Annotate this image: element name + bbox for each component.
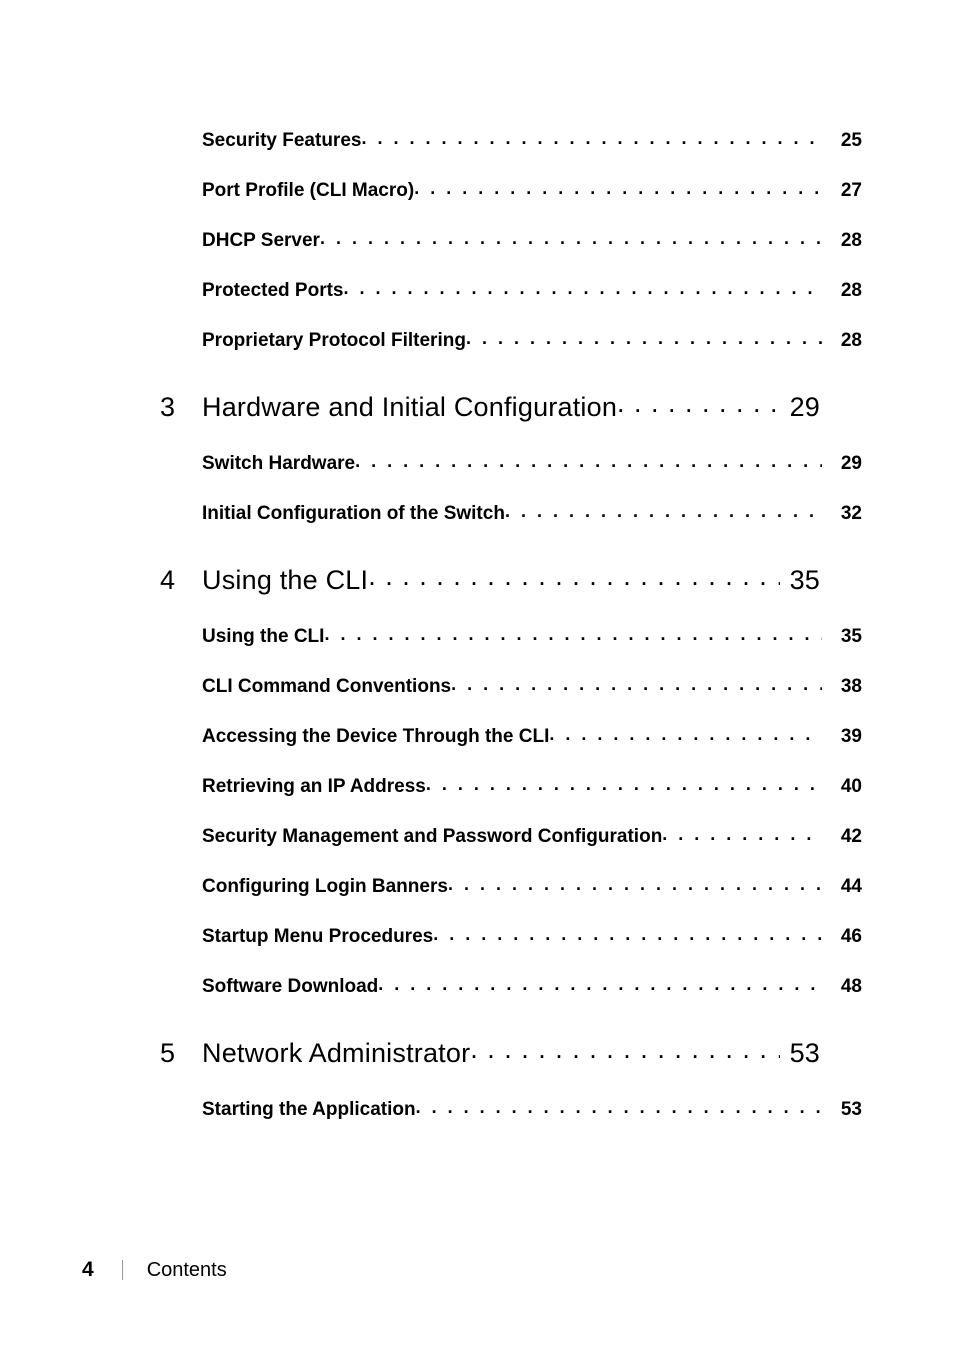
toc-sub-label: Security Features bbox=[202, 130, 361, 152]
toc-leader bbox=[343, 280, 822, 299]
page-footer: 4 Contents bbox=[82, 1258, 227, 1282]
toc-sub-label: Starting the Application bbox=[202, 1099, 416, 1121]
toc-sub-page: 44 bbox=[822, 876, 862, 898]
toc-sub-label: Security Management and Password Configu… bbox=[202, 826, 662, 848]
toc-leader bbox=[617, 392, 780, 419]
toc-sub-row: Accessing the Device Through the CLI 39 bbox=[202, 726, 862, 748]
toc-sub-page: 28 bbox=[822, 230, 862, 252]
toc-sub-row: Initial Configuration of the Switch 32 bbox=[202, 503, 862, 525]
toc-chapter-row: 5 Network Administrator 53 bbox=[160, 1038, 820, 1069]
toc-sub-row: Using the CLI 35 bbox=[202, 626, 862, 648]
toc-leader bbox=[361, 130, 822, 149]
toc-chapter-page: 29 bbox=[780, 392, 820, 423]
toc-chapter-num: 5 bbox=[160, 1038, 202, 1069]
toc-sub-row: CLI Command Conventions 38 bbox=[202, 676, 862, 698]
toc-chapter-num: 3 bbox=[160, 392, 202, 423]
toc-sub-page: 39 bbox=[822, 726, 862, 748]
toc-leader bbox=[355, 453, 822, 472]
toc-sub-label: Accessing the Device Through the CLI bbox=[202, 726, 549, 748]
footer-section-label: Contents bbox=[147, 1259, 227, 1282]
toc-leader bbox=[505, 503, 822, 522]
toc-leader bbox=[549, 726, 822, 745]
toc-sub-row: Security Features 25 bbox=[202, 130, 862, 152]
toc-leader bbox=[378, 976, 822, 995]
toc-content: Security Features 25 Port Profile (CLI M… bbox=[160, 130, 820, 1149]
toc-chapter-page: 35 bbox=[780, 565, 820, 596]
toc-sub-label: Configuring Login Banners bbox=[202, 876, 448, 898]
toc-sub-page: 42 bbox=[822, 826, 862, 848]
toc-sub-row: Security Management and Password Configu… bbox=[202, 826, 862, 848]
toc-sub-row: Switch Hardware 29 bbox=[202, 453, 862, 475]
toc-sub-label: CLI Command Conventions bbox=[202, 676, 451, 698]
toc-sub-page: 25 bbox=[822, 130, 862, 152]
toc-leader bbox=[451, 676, 822, 695]
toc-chapter-subs: Using the CLI 35 CLI Command Conventions… bbox=[160, 626, 820, 998]
toc-chapter-row: 3 Hardware and Initial Configuration 29 bbox=[160, 392, 820, 423]
toc-sub-row: Port Profile (CLI Macro) 27 bbox=[202, 180, 862, 202]
toc-sub-row: Software Download 48 bbox=[202, 976, 862, 998]
toc-chapter-page: 53 bbox=[780, 1038, 820, 1069]
toc-leader bbox=[448, 876, 822, 895]
toc-sub-label: Protected Ports bbox=[202, 280, 343, 302]
toc-leader bbox=[414, 180, 822, 199]
toc-leader bbox=[433, 926, 822, 945]
toc-sub-row: Starting the Application 53 bbox=[202, 1099, 862, 1121]
toc-leader bbox=[416, 1099, 822, 1118]
toc-sub-label: Startup Menu Procedures bbox=[202, 926, 433, 948]
toc-leader bbox=[466, 330, 822, 349]
toc-leader bbox=[320, 230, 822, 249]
toc-chapter-subs: Switch Hardware 29 Initial Configuration… bbox=[160, 453, 820, 525]
toc-sub-label: Switch Hardware bbox=[202, 453, 355, 475]
toc-sub-page: 29 bbox=[822, 453, 862, 475]
toc-chapter-row: 4 Using the CLI 35 bbox=[160, 565, 820, 596]
footer-divider bbox=[122, 1260, 123, 1280]
footer-page-number: 4 bbox=[82, 1258, 94, 1282]
toc-sub-row: Configuring Login Banners 44 bbox=[202, 876, 862, 898]
toc-leader bbox=[324, 626, 822, 645]
toc-sub-label: Initial Configuration of the Switch bbox=[202, 503, 505, 525]
toc-sub-row: Proprietary Protocol Filtering 28 bbox=[202, 330, 862, 352]
toc-leader bbox=[368, 565, 780, 592]
toc-sub-page: 48 bbox=[822, 976, 862, 998]
toc-sub-page: 28 bbox=[822, 330, 862, 352]
toc-chapter-title: Hardware and Initial Configuration bbox=[202, 392, 617, 423]
toc-sub-page: 38 bbox=[822, 676, 862, 698]
toc-sub-label: Proprietary Protocol Filtering bbox=[202, 330, 466, 352]
toc-sub-page: 35 bbox=[822, 626, 862, 648]
toc-sub-page: 40 bbox=[822, 776, 862, 798]
toc-leader bbox=[662, 826, 822, 845]
toc-sub-label: DHCP Server bbox=[202, 230, 320, 252]
toc-sub-page: 28 bbox=[822, 280, 862, 302]
toc-sub-page: 53 bbox=[822, 1099, 862, 1121]
toc-sub-row: Protected Ports 28 bbox=[202, 280, 862, 302]
toc-sub-page: 46 bbox=[822, 926, 862, 948]
toc-sub-label: Using the CLI bbox=[202, 626, 324, 648]
toc-sub-page: 27 bbox=[822, 180, 862, 202]
toc-chapter-subs: Starting the Application 53 bbox=[160, 1099, 820, 1121]
toc-sub-label: Retrieving an IP Address bbox=[202, 776, 426, 798]
toc-sub-label: Port Profile (CLI Macro) bbox=[202, 180, 414, 202]
toc-leader bbox=[426, 776, 822, 795]
toc-sub-row: DHCP Server 28 bbox=[202, 230, 862, 252]
toc-chapter-title: Network Administrator bbox=[202, 1038, 470, 1069]
toc-sub-row: Startup Menu Procedures 46 bbox=[202, 926, 862, 948]
toc-orphan-block: Security Features 25 Port Profile (CLI M… bbox=[160, 130, 820, 352]
toc-leader bbox=[470, 1038, 780, 1065]
toc-sub-row: Retrieving an IP Address 40 bbox=[202, 776, 862, 798]
toc-sub-label: Software Download bbox=[202, 976, 378, 998]
toc-chapter-title: Using the CLI bbox=[202, 565, 368, 596]
toc-chapter-num: 4 bbox=[160, 565, 202, 596]
toc-sub-page: 32 bbox=[822, 503, 862, 525]
